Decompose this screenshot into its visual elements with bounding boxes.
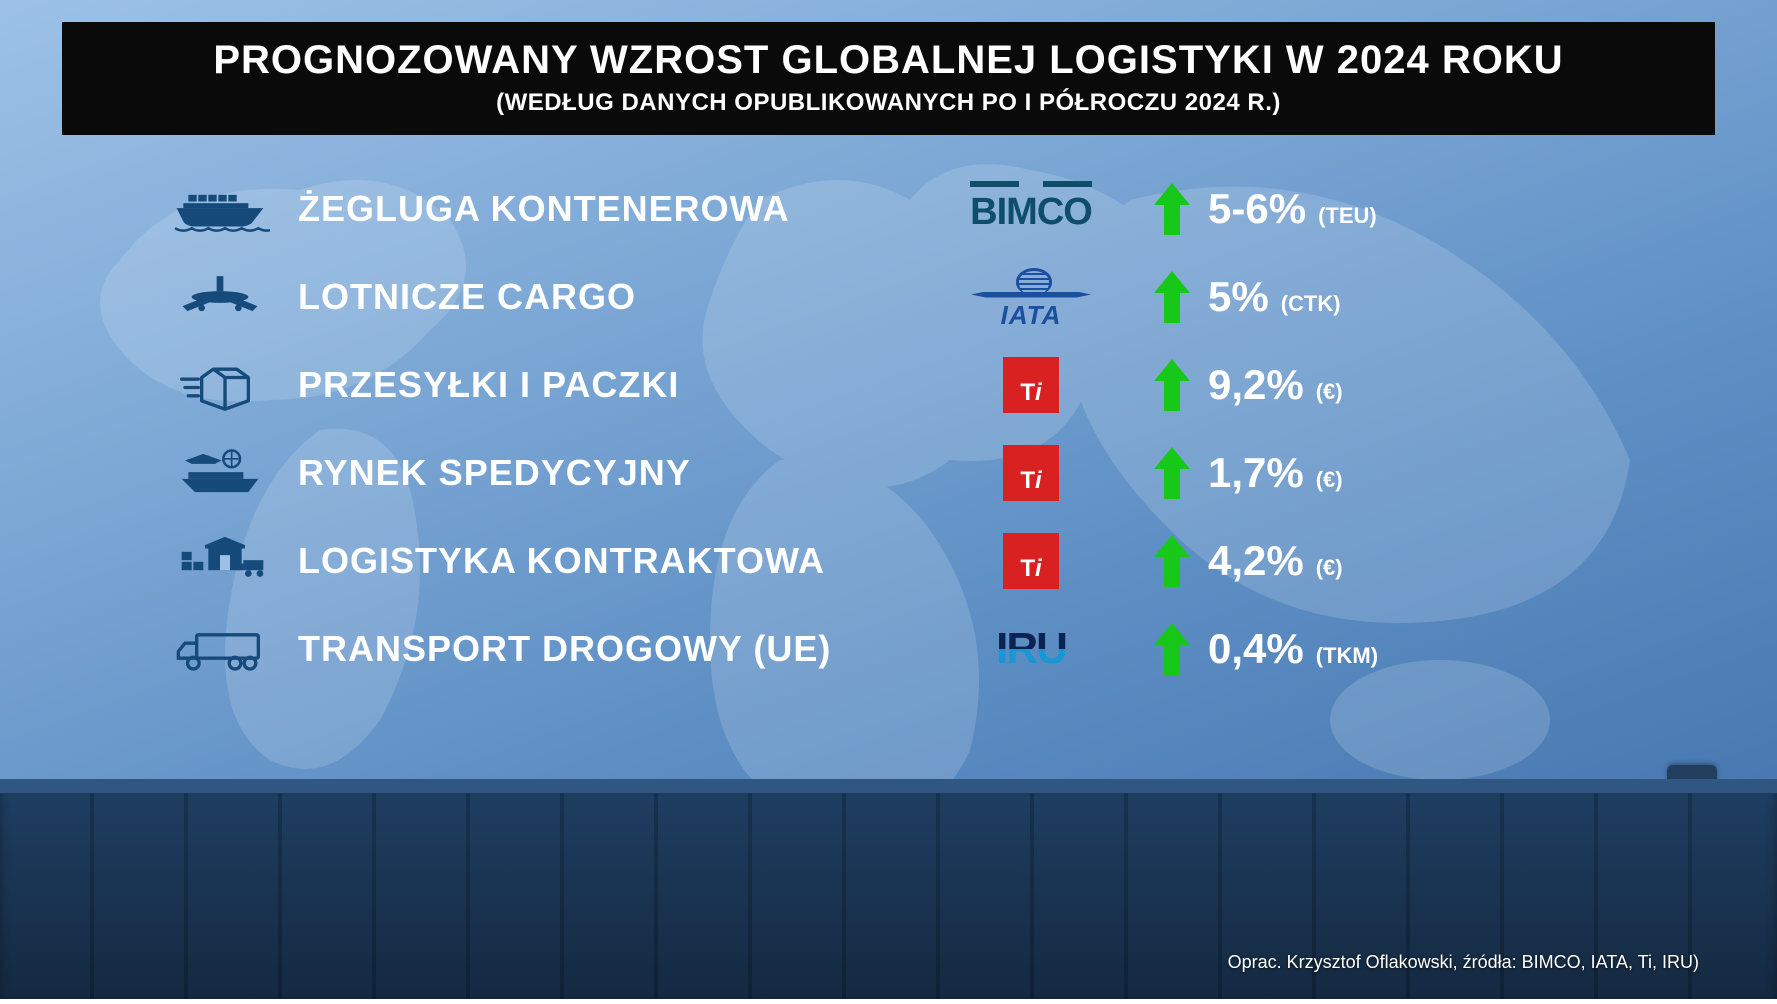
value-wrap: 0,4% (TKM) [1208, 625, 1617, 673]
source-logo-ti: Ti [1003, 533, 1059, 589]
growth-unit: (€) [1316, 379, 1343, 405]
ship-icon [150, 178, 290, 240]
growth-unit: (CTK) [1281, 291, 1341, 317]
value-wrap: 5% (CTK) [1208, 273, 1617, 321]
growth-value: 5% [1208, 273, 1269, 321]
arrow-up-icon [1144, 269, 1200, 325]
source-logo-ti: Ti [1003, 357, 1059, 413]
subtitle: (WEDŁUG DANYCH OPUBLIKOWANYCH PO I PÓŁRO… [86, 89, 1691, 117]
infographic-stage: PROGNOZOWANY WZROST GLOBALNEJ LOGISTYKI … [0, 0, 1777, 999]
main-title: PROGNOZOWANY WZROST GLOBALNEJ LOGISTYKI … [86, 38, 1691, 83]
data-row: LOTNICZE CARGO IATA 5% (CTK) [150, 253, 1617, 341]
source-logo-iata: IATA [971, 264, 1091, 331]
value-wrap: 5-6% (TEU) [1208, 185, 1617, 233]
arrow-up-icon [1144, 181, 1200, 237]
growth-value: 4,2% [1208, 537, 1304, 585]
growth-unit: (TEU) [1318, 203, 1377, 229]
row-label: ŻEGLUGA KONTENEROWA [298, 188, 918, 230]
data-rows: ŻEGLUGA KONTENEROWA BIMCO 5-6% (TEU) LOT… [150, 165, 1617, 693]
growth-unit: (TKM) [1316, 643, 1378, 669]
source-cell: Ti [926, 445, 1136, 501]
data-row: RYNEK SPEDYCYJNY Ti 1,7% (€) [150, 429, 1617, 517]
data-row: LOGISTYKA KONTRAKTOWA Ti 4,2% (€) [150, 517, 1617, 605]
growth-unit: (€) [1316, 555, 1343, 581]
data-row: TRANSPORT DROGOWY (UE) IRU 0,4% (TKM) [150, 605, 1617, 693]
row-label: RYNEK SPEDYCYJNY [298, 452, 918, 494]
arrow-up-icon [1144, 621, 1200, 677]
source-cell: IRU [926, 624, 1136, 674]
plane-icon [150, 266, 290, 328]
row-label: LOTNICZE CARGO [298, 276, 918, 318]
value-wrap: 1,7% (€) [1208, 449, 1617, 497]
row-label: TRANSPORT DROGOWY (UE) [298, 628, 918, 670]
growth-value: 1,7% [1208, 449, 1304, 497]
arrow-up-icon [1144, 357, 1200, 413]
header-bar: PROGNOZOWANY WZROST GLOBALNEJ LOGISTYKI … [62, 22, 1715, 135]
freight-icon [150, 442, 290, 504]
source-cell: Ti [926, 533, 1136, 589]
truck-icon [150, 618, 290, 680]
source-logo-bimco: BIMCO [970, 185, 1092, 234]
package-icon [150, 354, 290, 416]
source-cell: Ti [926, 357, 1136, 413]
source-cell: BIMCO [926, 185, 1136, 234]
row-label: PRZESYŁKI I PACZKI [298, 364, 918, 406]
value-wrap: 4,2% (€) [1208, 537, 1617, 585]
source-logo-iru: IRU [996, 624, 1066, 674]
arrow-up-icon [1144, 445, 1200, 501]
data-row: ŻEGLUGA KONTENEROWA BIMCO 5-6% (TEU) [150, 165, 1617, 253]
warehouse-icon [150, 530, 290, 592]
value-wrap: 9,2% (€) [1208, 361, 1617, 409]
source-cell: IATA [926, 264, 1136, 331]
growth-value: 5-6% [1208, 185, 1306, 233]
row-label: LOGISTYKA KONTRAKTOWA [298, 540, 918, 582]
growth-value: 9,2% [1208, 361, 1304, 409]
credit-line: Oprac. Krzysztof Oflakowski, źródła: BIM… [1228, 952, 1699, 973]
data-row: PRZESYŁKI I PACZKI Ti 9,2% (€) [150, 341, 1617, 429]
growth-value: 0,4% [1208, 625, 1304, 673]
arrow-up-icon [1144, 533, 1200, 589]
source-logo-ti: Ti [1003, 445, 1059, 501]
growth-unit: (€) [1316, 467, 1343, 493]
